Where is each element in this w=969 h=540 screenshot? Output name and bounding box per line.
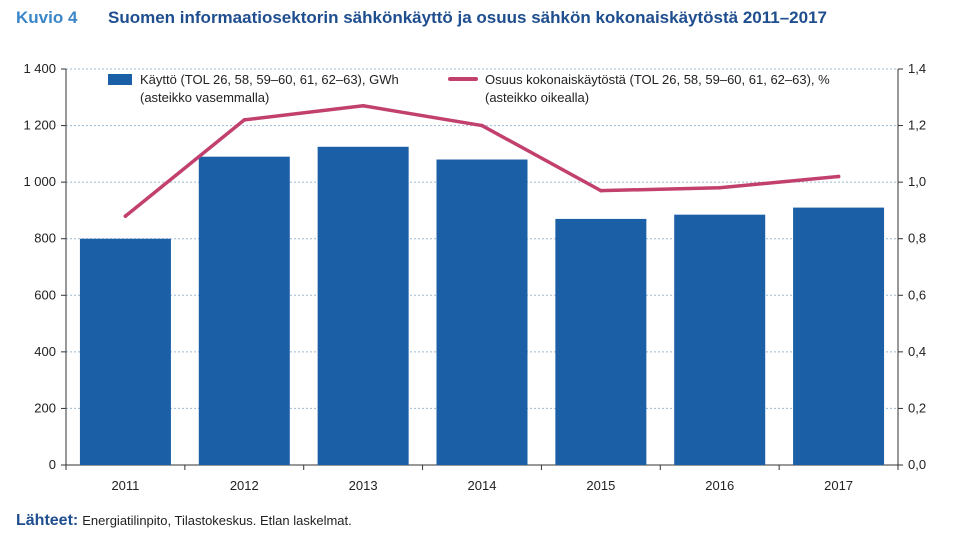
x-tick-label: 2016 xyxy=(705,478,734,493)
x-tick-label: 2012 xyxy=(230,478,259,493)
source-label: Lähteet: xyxy=(16,512,79,529)
legend-line-label-2: (asteikko oikealla) xyxy=(485,90,589,105)
y-right-tick-label: 0,4 xyxy=(908,344,926,359)
y-right-tick-label: 1,0 xyxy=(908,174,926,189)
legend-bar-label: Käyttö (TOL 26, 58, 59–60, 61, 62–63), G… xyxy=(140,72,399,87)
share-point-2011 xyxy=(123,214,128,218)
share-point-2014 xyxy=(480,123,484,128)
bar-2014 xyxy=(436,159,528,465)
y-left-tick-label: 400 xyxy=(34,344,56,359)
figure-header: Kuvio 4 Suomen informaatiosektorin sähkö… xyxy=(16,8,827,34)
y-left-tick-label: 800 xyxy=(34,231,56,246)
bar-2012 xyxy=(198,156,290,465)
y-right-tick-label: 0,8 xyxy=(908,231,926,246)
share-point-2017 xyxy=(836,174,841,179)
y-left-tick-label: 0 xyxy=(49,457,56,472)
y-left-tick-label: 1 200 xyxy=(23,118,56,133)
x-tick-label: 2014 xyxy=(468,478,497,493)
y-right-tick-label: 1,4 xyxy=(908,61,926,76)
legend-bar-label-2: (asteikko vasemmalla) xyxy=(140,90,269,105)
bar-2013 xyxy=(317,146,409,466)
share-point-2013 xyxy=(361,103,365,108)
x-tick-label: 2017 xyxy=(824,478,853,493)
bar-2011 xyxy=(79,238,171,465)
y-left-tick-label: 1 000 xyxy=(23,174,56,189)
y-right-tick-label: 0,0 xyxy=(908,457,926,472)
x-tick-label: 2015 xyxy=(586,478,615,493)
source-note: Lähteet: Energiatilinpito, Tilastokeskus… xyxy=(16,512,352,530)
bar-2017 xyxy=(793,207,885,465)
y-right-tick-label: 0,2 xyxy=(908,400,926,415)
x-tick-label: 2013 xyxy=(349,478,378,493)
x-tick-label: 2011 xyxy=(111,478,139,493)
y-right-tick-label: 1,2 xyxy=(908,118,926,133)
legend-bar-swatch xyxy=(108,74,132,85)
share-point-2012 xyxy=(242,118,247,122)
share-point-2016 xyxy=(717,186,722,190)
y-left-tick-label: 200 xyxy=(34,400,56,415)
y-right-tick-label: 0,6 xyxy=(908,287,926,302)
legend-line-label: Osuus kokonaiskäytöstä (TOL 26, 58, 59–6… xyxy=(485,72,830,87)
figure-label: Kuvio 4 xyxy=(16,8,78,27)
y-left-tick-label: 600 xyxy=(34,287,56,302)
bar-2015 xyxy=(555,218,647,465)
y-left-tick-label: 1 400 xyxy=(23,61,56,76)
bar-2016 xyxy=(674,214,766,465)
share-point-2015 xyxy=(599,188,603,193)
source-text: Energiatilinpito, Tilastokeskus. Etlan l… xyxy=(82,513,352,528)
chart-title: Suomen informaatiosektorin sähkönkäyttö … xyxy=(108,8,827,27)
